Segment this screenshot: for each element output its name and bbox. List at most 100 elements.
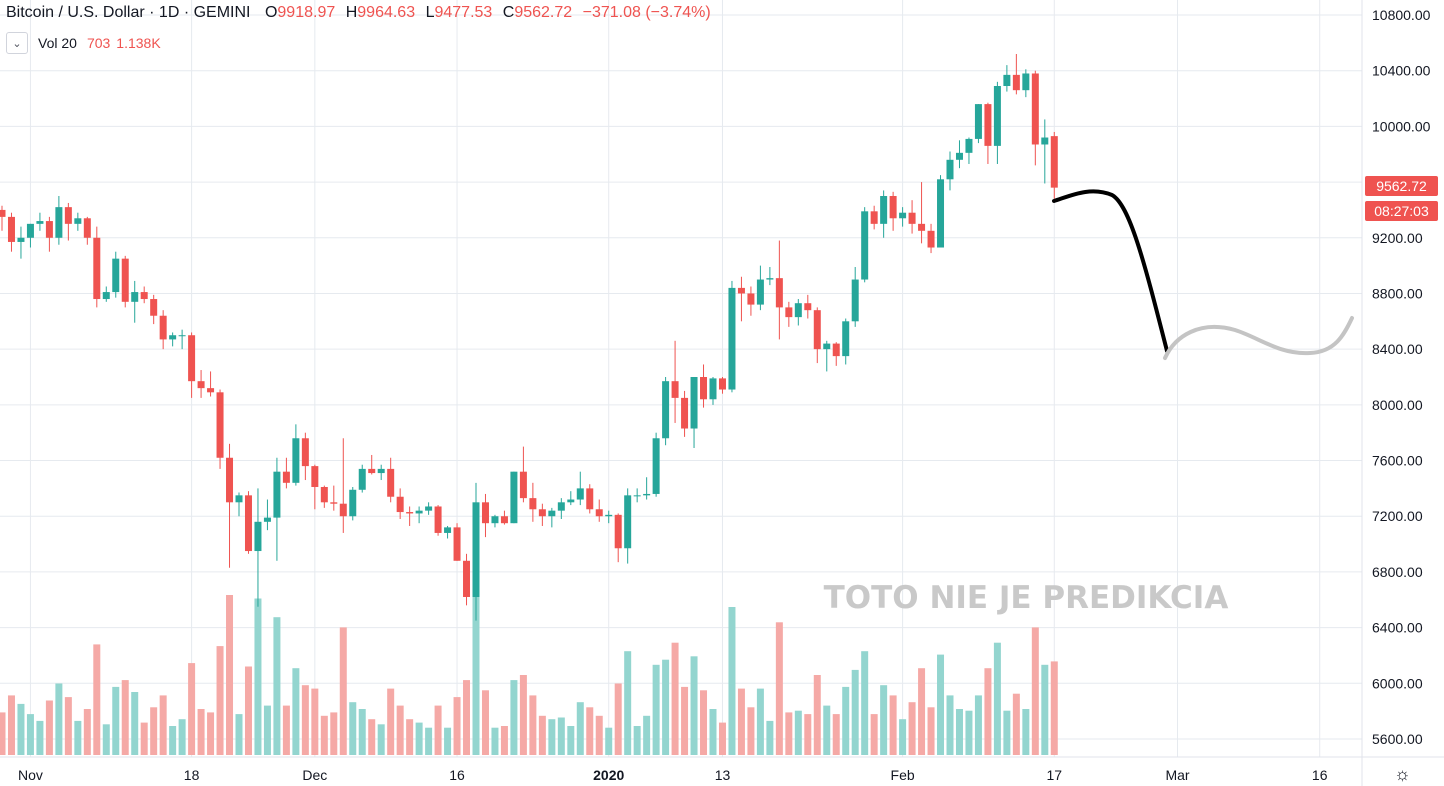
volume-bar <box>889 695 897 755</box>
candle-body <box>794 303 802 318</box>
volume-bar <box>700 690 708 755</box>
volume-bar <box>927 707 935 755</box>
candle-body <box>64 207 72 224</box>
volume-bar <box>500 726 508 755</box>
candle-body <box>889 196 897 219</box>
volume-bar <box>64 697 72 755</box>
close-value: 9562.72 <box>514 4 573 21</box>
volume-bar <box>26 714 34 755</box>
candle-body <box>112 258 120 293</box>
volume-bar <box>36 720 44 755</box>
volume-bar <box>415 722 423 755</box>
candle-body <box>349 489 357 517</box>
candle-body <box>453 527 461 561</box>
volume-bar <box>974 695 982 755</box>
volume-bar <box>207 712 215 755</box>
candle-body <box>216 392 224 458</box>
volume-bar <box>282 705 290 755</box>
volume-bar <box>548 719 556 755</box>
volume-bar <box>529 695 537 755</box>
ohlc-values: O9918.97 H9964.63 L9477.53 C9562.72 −371… <box>264 4 711 21</box>
candle-body <box>548 510 556 517</box>
volume-bar <box>785 712 793 755</box>
candle-body <box>292 438 300 483</box>
time-tick-label: Dec <box>302 767 327 783</box>
candle-body <box>178 335 186 337</box>
candle-body <box>282 471 290 483</box>
volume-bar <box>614 683 622 755</box>
volume-bar <box>851 669 859 755</box>
volume-bar <box>491 727 499 755</box>
candle-body <box>614 514 622 549</box>
candle-body <box>880 196 888 224</box>
time-tick-label: 18 <box>184 767 200 783</box>
volume-bar <box>150 707 158 755</box>
volume-bar <box>671 642 679 755</box>
volume-bar <box>690 656 698 755</box>
volume-bar <box>188 663 196 755</box>
volume-bar <box>965 710 973 755</box>
volume-bar <box>737 688 745 755</box>
time-tick-label: 2020 <box>593 767 624 783</box>
candle-body <box>908 212 916 224</box>
volume-bar <box>1003 710 1011 755</box>
time-tick-label: 17 <box>1046 767 1062 783</box>
gear-icon[interactable]: ☼ <box>1394 764 1411 784</box>
candle-body <box>311 466 319 487</box>
candle-body <box>974 104 982 139</box>
candle-body <box>1041 137 1049 145</box>
candle-body <box>83 218 91 238</box>
candle-body <box>415 510 423 514</box>
candle-body <box>406 512 414 514</box>
price-tick-label: 6800.00 <box>1372 564 1423 580</box>
volume-bar <box>567 726 575 755</box>
volume-bar <box>197 709 205 755</box>
volume-bar <box>718 722 726 755</box>
candle-body <box>605 514 613 517</box>
volume-bar <box>918 668 926 755</box>
candle-body <box>1012 74 1020 91</box>
volume-bar <box>17 703 25 755</box>
volume-bar <box>775 622 783 755</box>
candle-body <box>700 377 708 400</box>
candle-body <box>538 509 546 517</box>
candle-body <box>17 237 25 242</box>
candle-body <box>993 86 1001 146</box>
price-tick-label: 7200.00 <box>1372 508 1423 524</box>
volume-bar <box>358 709 366 755</box>
candle-body <box>766 278 774 280</box>
candle-body <box>955 152 963 160</box>
volume-bar <box>235 714 243 755</box>
volume-bar <box>311 688 319 755</box>
volume-bar <box>880 685 888 755</box>
volume-bars <box>0 595 1058 755</box>
candle-body <box>368 468 376 474</box>
candle-body <box>434 506 442 533</box>
volume-bar <box>1022 709 1030 755</box>
candle-body <box>842 321 850 357</box>
candle-body <box>140 292 148 300</box>
candle-body <box>159 315 167 340</box>
candle-body <box>775 278 783 308</box>
volume-bar <box>472 595 480 755</box>
volume-bar <box>55 683 63 755</box>
candle-body <box>150 299 158 316</box>
candle-body <box>737 287 745 294</box>
volume-bar <box>624 651 632 755</box>
volume-bar <box>254 598 262 755</box>
chevron-down-icon[interactable]: ⌄ <box>6 32 28 54</box>
candle-body <box>709 378 717 400</box>
volume-bar <box>301 685 309 755</box>
candle-body <box>965 138 973 153</box>
volume-bar <box>595 715 603 755</box>
candle-body <box>529 498 537 510</box>
volume-bar <box>434 705 442 755</box>
watermark-text: TOTO NIE JE PREDIKCIA <box>824 580 1229 616</box>
candle-body <box>643 493 651 496</box>
volume-bar <box>1031 627 1039 755</box>
candle-body <box>728 287 736 390</box>
volume-bar <box>226 595 234 755</box>
volume-bar <box>263 705 271 755</box>
volume-bar <box>216 646 224 755</box>
